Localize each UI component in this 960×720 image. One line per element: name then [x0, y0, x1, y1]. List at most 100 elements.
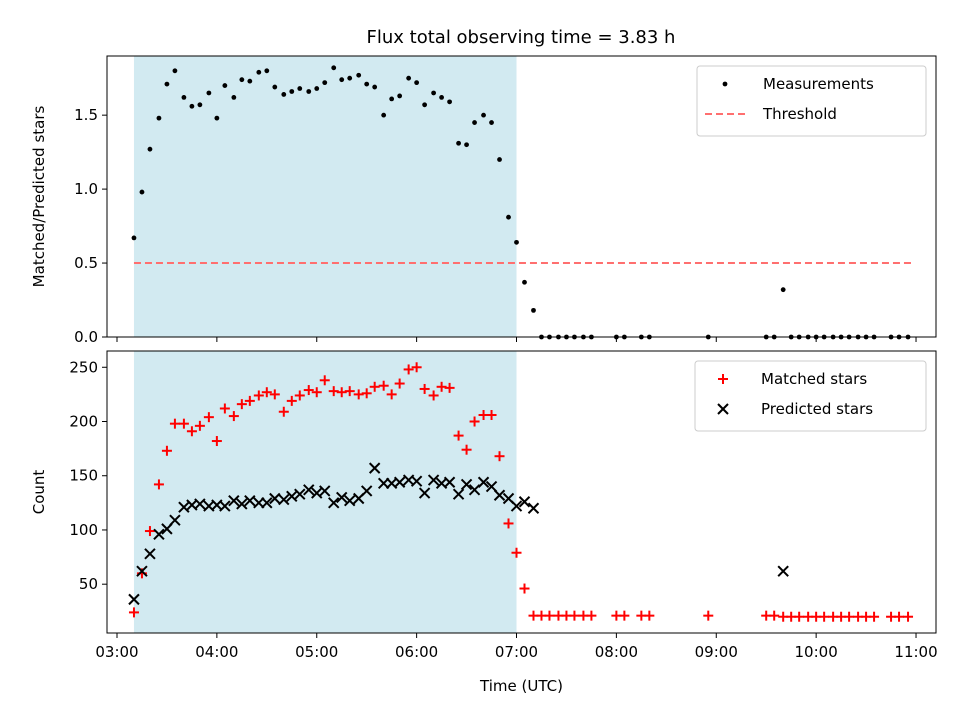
- x-axis-label: Time (UTC): [479, 677, 563, 695]
- data-point: [269, 492, 281, 505]
- legend-label: Measurements: [763, 75, 874, 93]
- data-point: [406, 75, 412, 81]
- data-point: [347, 75, 353, 81]
- legend-item: Matched stars: [718, 370, 867, 388]
- data-point: [461, 444, 472, 455]
- data-point: [494, 451, 505, 462]
- data-point: [378, 380, 389, 391]
- data-point: [493, 489, 506, 501]
- data-point: [294, 488, 306, 500]
- legend: Measurements Threshold: [696, 65, 927, 137]
- y-tick-label: 250: [69, 358, 98, 376]
- data-point: [153, 528, 165, 541]
- data-point: [222, 83, 228, 88]
- data-point: [247, 78, 253, 84]
- legend-marker: [722, 81, 728, 87]
- data-point: [389, 96, 395, 102]
- data-point: [311, 487, 323, 499]
- marker-stroke: [385, 477, 398, 490]
- data-point: [489, 120, 494, 125]
- marker-stroke: [336, 491, 348, 504]
- data-point: [272, 84, 278, 90]
- legend-marker: [717, 403, 729, 415]
- marker-stroke: [518, 496, 531, 508]
- data-point: [419, 383, 430, 394]
- data-point: [189, 103, 195, 109]
- data-point: [481, 112, 486, 118]
- data-point: [777, 565, 789, 577]
- data-point: [503, 518, 514, 529]
- x-tick-label: 07:00: [495, 643, 538, 661]
- data-point: [153, 479, 164, 490]
- data-point: [514, 239, 519, 245]
- data-point: [703, 610, 714, 621]
- data-point: [253, 390, 264, 401]
- marker-stroke: [393, 476, 406, 488]
- legend-label: Predicted stars: [761, 400, 873, 418]
- data-point: [344, 386, 355, 397]
- marker-stroke: [460, 478, 473, 491]
- data-point: [510, 500, 523, 512]
- data-point: [410, 475, 423, 487]
- data-point: [439, 95, 444, 100]
- data-point: [356, 72, 362, 78]
- data-point: [460, 478, 473, 491]
- data-point: [303, 484, 315, 496]
- marker-stroke: [502, 492, 515, 505]
- data-point: [328, 386, 339, 397]
- data-point: [219, 500, 231, 512]
- data-point: [319, 375, 330, 386]
- data-point: [364, 81, 370, 87]
- data-point: [228, 411, 239, 422]
- marker-stroke: [328, 497, 340, 509]
- marker-stroke: [261, 497, 273, 509]
- marker-stroke: [485, 480, 498, 493]
- x-tick-label: 11:00: [894, 643, 937, 661]
- legend: Matched stars Predicted stars: [694, 360, 927, 432]
- data-point: [319, 485, 331, 497]
- data-point: [339, 77, 345, 83]
- data-point: [519, 583, 530, 594]
- marker-stroke: [452, 488, 465, 500]
- data-point: [411, 362, 422, 373]
- data-point: [769, 610, 780, 621]
- marker-stroke: [269, 492, 281, 505]
- marker-stroke: [477, 476, 490, 488]
- data-point: [397, 93, 403, 99]
- data-point: [336, 387, 347, 398]
- marker-stroke: [278, 493, 290, 506]
- marker-stroke: [161, 523, 173, 535]
- data-point: [394, 378, 405, 389]
- marker-stroke: [219, 500, 231, 512]
- data-point: [486, 409, 497, 420]
- y-tick-label: 200: [69, 413, 98, 431]
- data-point: [131, 235, 137, 241]
- marker-stroke: [527, 502, 540, 514]
- data-point: [169, 514, 181, 526]
- marker-stroke: [228, 494, 240, 507]
- data-point: [181, 95, 187, 100]
- data-point: [518, 496, 531, 508]
- data-point: [444, 382, 455, 393]
- marker-stroke: [286, 490, 298, 503]
- y-tick-label: 50: [79, 575, 98, 593]
- data-point: [194, 498, 206, 510]
- data-point: [368, 462, 381, 474]
- data-point: [328, 497, 340, 509]
- legend-item: Threshold: [705, 105, 837, 123]
- marker-stroke: [244, 494, 256, 507]
- data-point: [214, 115, 220, 121]
- data-point: [443, 476, 456, 488]
- data-point: [414, 80, 420, 86]
- data-point: [294, 390, 305, 401]
- data-point: [336, 491, 348, 504]
- data-point: [228, 494, 240, 507]
- marker-stroke: [368, 462, 381, 474]
- data-point: [314, 86, 320, 91]
- series-matched-stars: [128, 362, 914, 622]
- marker-stroke: [186, 499, 198, 511]
- data-point: [485, 480, 498, 493]
- marker-stroke: [136, 565, 148, 577]
- marker-stroke: [144, 548, 156, 560]
